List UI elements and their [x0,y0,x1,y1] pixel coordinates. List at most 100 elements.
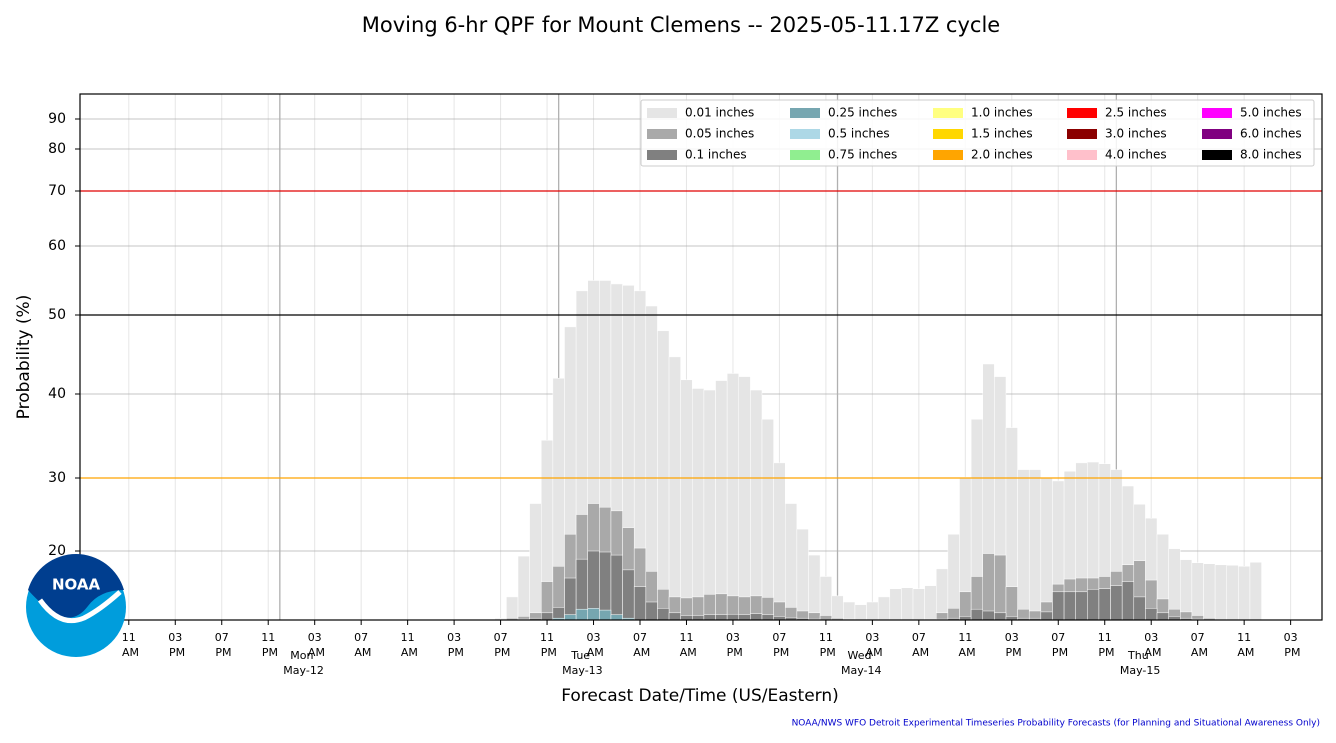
plot-frame [79,93,1323,621]
bar [529,503,542,621]
x-tick-label: 11 AM [119,631,140,659]
bar [1017,469,1030,621]
bar [877,596,891,621]
legend-label: 4.0 inches [1105,148,1167,162]
bar [738,614,751,621]
legend-swatch [790,129,820,139]
y-tick-label: 20 [48,543,66,559]
plot-area: 11 AM 03 PM 07 PM 11 PM 03 AM 07 AM 11 AM 03 PM… [48,93,1323,677]
logo-wave [37,590,122,624]
bar [1028,469,1042,621]
bar [1040,611,1053,621]
legend-label: 3.0 inches [1105,127,1167,141]
x-tick-label: 11 AM [1234,631,1255,659]
bar [668,612,681,621]
legend-swatch [1067,129,1097,139]
bar [761,418,774,621]
bar [726,613,740,621]
legend-label: 6.0 inches [1240,127,1302,141]
y-tick-label: 30 [48,470,66,486]
bar [517,555,530,621]
bar [715,614,728,621]
bar [750,389,763,621]
bar [1214,564,1227,621]
x-tick-label: 07 PM [212,631,232,659]
x-tick-label: 11 AM [955,631,976,659]
bar [854,604,867,621]
bar [587,608,600,621]
bar [1005,586,1018,621]
x-tick-label: 03 PM [1002,631,1022,659]
x-tick-label: 03 PM [1281,631,1301,659]
x-tick-label: 03 PM [444,631,464,659]
bar [1238,566,1251,621]
bar [808,554,821,621]
bar [1040,477,1053,621]
logo-top [28,554,124,618]
bar [773,462,786,621]
legend-swatch [933,108,963,118]
legend-label: 0.01 inches [685,106,754,120]
x-tick-label: 07 AM [351,631,372,659]
legend-label: 1.0 inches [971,106,1033,120]
bar [750,613,763,621]
bar [994,554,1007,621]
bar [901,587,914,621]
bar [959,591,972,621]
x-tick-label: 11 PM [537,631,557,659]
bar [680,615,693,621]
bar [1052,591,1065,621]
x-tick-label: 03 PM [723,631,743,659]
bar [784,503,798,621]
bar [982,553,995,621]
bar [738,376,751,621]
x-tick-label: 03 AM [862,631,883,659]
legend-label: 8.0 inches [1240,148,1302,162]
bar [645,601,658,621]
bar [1087,589,1100,621]
bar [1121,581,1135,621]
x-axis-label: Forecast Date/Time (US/Eastern) [561,686,839,706]
legend-swatch [933,150,963,160]
x-tick-label: 07 AM [630,631,651,659]
legend-swatch [1202,150,1232,160]
legend-swatch [1202,129,1232,139]
x-tick-label: 03 PM [165,631,185,659]
bar [1145,608,1158,621]
legend-label: 0.5 inches [828,127,890,141]
x-tick-label: 03 AM [1141,631,1162,659]
bar [1156,612,1169,621]
bar [889,588,902,621]
day-label: Wed May-14 [838,649,882,677]
legend-label: 1.5 inches [971,127,1033,141]
legend-swatch [1067,150,1097,160]
bar [703,614,716,621]
x-tick-label: 11 PM [258,631,278,659]
legend-swatch [1202,108,1232,118]
bar [994,612,1007,621]
day-label: Thu May-15 [1116,649,1160,677]
legend-swatch [1067,108,1097,118]
bar [947,533,960,621]
bar [831,595,844,621]
bar [610,554,623,621]
y-tick-label: 90 [48,111,66,127]
chart-title: Moving 6-hr QPF for Mount Clemens -- 202… [362,13,1000,37]
bar [1203,563,1216,621]
legend-label: 5.0 inches [1240,106,1302,120]
bar [633,586,647,621]
x-tick-label: 11 AM [676,631,697,659]
bar [796,528,809,621]
bar [843,601,856,621]
legend-label: 0.75 inches [828,148,897,162]
y-tick-label: 40 [48,386,66,402]
bar [936,568,949,621]
legend-label: 0.05 inches [685,127,754,141]
legend-swatch [647,129,677,139]
x-tick-label: 07 AM [909,631,930,659]
legend-swatch [647,150,677,160]
day-label: Mon May-12 [280,649,324,677]
bar [703,389,716,621]
bar [540,612,554,621]
bar [610,614,623,621]
